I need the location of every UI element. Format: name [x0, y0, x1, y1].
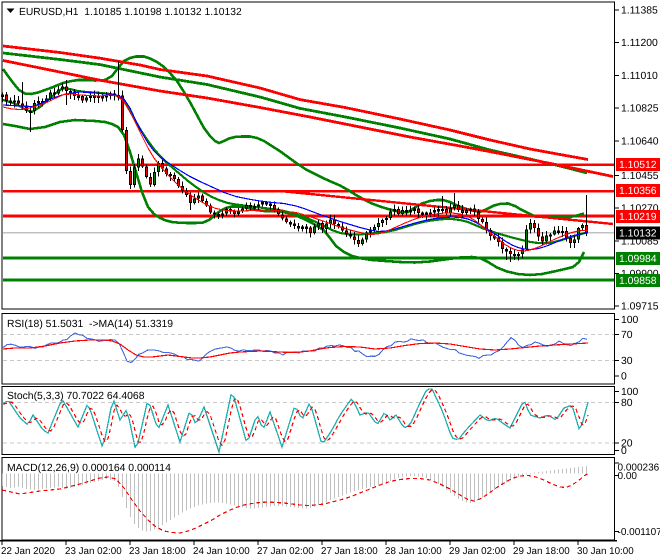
svg-text:1.10356: 1.10356	[619, 186, 657, 197]
svg-text:28 Jan 10:00: 28 Jan 10:00	[385, 546, 442, 557]
svg-text:1.11385: 1.11385	[621, 6, 658, 17]
svg-text:29 Jan 02:00: 29 Jan 02:00	[449, 546, 506, 557]
svg-text:1.10825: 1.10825	[621, 104, 659, 115]
svg-text:23 Jan 02:00: 23 Jan 02:00	[65, 546, 122, 557]
svg-text:0.000236: 0.000236	[618, 463, 660, 474]
svg-text:1.09715: 1.09715	[621, 302, 659, 313]
svg-text:EURUSD,H1 1.10185 1.10198 1.1: EURUSD,H1 1.10185 1.10198 1.10132 1.1013…	[19, 7, 242, 18]
svg-text:1.10132: 1.10132	[619, 229, 657, 240]
svg-text:0: 0	[621, 446, 627, 457]
svg-text:30 Jan 10:00: 30 Jan 10:00	[577, 546, 634, 557]
svg-text:MACD(12,26,9) 0.000164 0.00011: MACD(12,26,9) 0.000164 0.000114	[7, 463, 171, 474]
svg-text:1.10640: 1.10640	[621, 137, 659, 148]
svg-text:30: 30	[621, 356, 633, 367]
svg-text:20: 20	[621, 439, 633, 450]
svg-text:1.09858: 1.09858	[619, 276, 657, 287]
svg-text:80: 80	[621, 398, 633, 409]
svg-text:Stoch(5,3,3) 70.7022 64.4068: Stoch(5,3,3) 70.7022 64.4068	[7, 391, 145, 402]
svg-text:-0.001107: -0.001107	[618, 527, 660, 538]
svg-text:29 Jan 18:00: 29 Jan 18:00	[513, 546, 570, 557]
svg-text:27 Jan 18:00: 27 Jan 18:00	[321, 546, 378, 557]
svg-text:23 Jan 18:00: 23 Jan 18:00	[129, 546, 186, 557]
svg-text:22 Jan 2020: 22 Jan 2020	[1, 546, 55, 557]
svg-text:1.10085: 1.10085	[621, 237, 659, 248]
svg-text:RSI(18) 51.5031 ->MA(14) 51.3: RSI(18) 51.5031 ->MA(14) 51.3319	[7, 319, 173, 330]
svg-text:1.09984: 1.09984	[619, 254, 657, 265]
svg-text:1.10219: 1.10219	[619, 212, 657, 223]
svg-text:100: 100	[621, 387, 639, 398]
svg-text:70: 70	[621, 330, 633, 341]
svg-text:1.11010: 1.11010	[621, 71, 658, 82]
svg-text:100: 100	[621, 315, 639, 326]
svg-text:1.11200: 1.11200	[621, 38, 658, 49]
svg-text:1.10270: 1.10270	[621, 204, 659, 215]
svg-text:0: 0	[621, 372, 627, 383]
svg-text:0.00: 0.00	[618, 471, 638, 482]
svg-text:27 Jan 02:00: 27 Jan 02:00	[257, 546, 314, 557]
svg-text:1.10455: 1.10455	[621, 171, 659, 182]
svg-text:24 Jan 10:00: 24 Jan 10:00	[193, 546, 250, 557]
svg-text:1.10512: 1.10512	[619, 160, 657, 171]
